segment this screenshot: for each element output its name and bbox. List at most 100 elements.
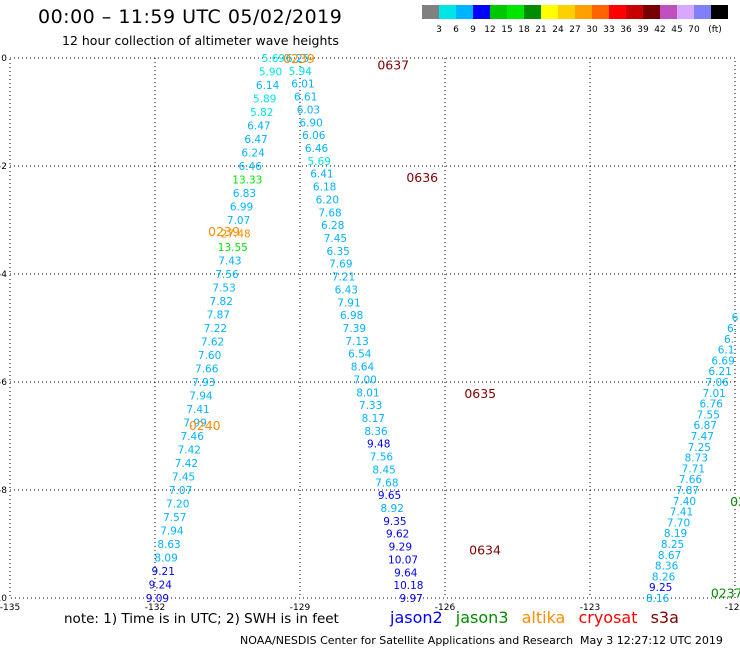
swh-value: 8.73 — [685, 453, 708, 465]
swh-value: 5.94 — [289, 66, 313, 78]
colorbar-label: 30 — [586, 25, 598, 35]
lat-tick-label: -2 — [0, 162, 7, 172]
lon-tick-label: -135 — [0, 603, 20, 613]
lat-tick-label: -8 — [0, 486, 7, 496]
colorbar-swatch — [507, 5, 524, 19]
swh-value: 9.48 — [367, 439, 390, 451]
legend-cryosat: cryosat — [578, 608, 638, 627]
swh-value: 9.09 — [146, 593, 169, 605]
swh-value: 6.28 — [321, 220, 344, 232]
lat-tick-label: -6 — [0, 378, 7, 388]
swh-value: 9.65 — [378, 490, 401, 502]
swh-value: 5.89 — [253, 94, 276, 106]
swh-value: 8.92 — [381, 503, 404, 515]
swh-value: 9.62 — [386, 529, 409, 541]
generated-timestamp: May 3 12:27:12 UTC 2019 — [580, 634, 723, 647]
swh-value: 5.69 — [262, 53, 285, 65]
satellite-legend: jason2 jason3 altika cryosat s3a — [390, 608, 687, 627]
legend-jason3: jason3 — [455, 608, 509, 627]
swh-value: 6.61 — [294, 92, 317, 104]
swh-value: 7.87 — [676, 485, 699, 497]
lon-tick-label: -129 — [290, 603, 311, 613]
colorbar-swatch — [524, 5, 541, 19]
swh-value: 6.46 — [305, 143, 329, 155]
colorbar-label: 36 — [620, 25, 632, 35]
colorbar-label: 15 — [501, 25, 512, 35]
swh-value: 7.01 — [702, 388, 725, 400]
colorbar-swatch — [490, 5, 507, 19]
swh-value: 8.36 — [655, 561, 679, 573]
colorbar-label: 21 — [535, 25, 546, 35]
swh-value: 6.18 — [313, 182, 336, 194]
swh-value: 9.24 — [149, 580, 173, 592]
swh-value: 7.62 — [201, 337, 224, 349]
swh-value: 6.83 — [233, 188, 256, 200]
swh-value: 7.13 — [345, 336, 368, 348]
lon-tick-label: -123 — [580, 603, 600, 613]
swh-value: 6. — [724, 334, 734, 346]
swh-value: 8.17 — [362, 413, 385, 425]
colorbar-swatch — [677, 5, 694, 19]
lon-tick-label: -120 — [725, 603, 740, 613]
swh-value: 6.47 — [247, 121, 270, 133]
colorbar-swatch — [609, 5, 626, 19]
colorbar-label: 45 — [671, 25, 682, 35]
pass-number-label: 0637 — [377, 57, 409, 72]
swh-value: 6.90 — [299, 117, 322, 129]
swh-value: 7.94 — [160, 526, 184, 538]
colorbar-label: 9 — [470, 25, 476, 35]
colorbar-label: 70 — [688, 25, 700, 35]
swh-value: 6.54 — [348, 349, 372, 361]
swh-value: 5.69 — [308, 156, 331, 168]
swh-value: 7.91 — [337, 297, 360, 309]
colorbar-swatch — [473, 5, 490, 19]
swh-value: 9.35 — [383, 516, 406, 528]
swh-value: 9.64 — [394, 567, 418, 579]
swh-value: 6.20 — [316, 194, 339, 206]
swh-value: 7.41 — [670, 507, 693, 519]
colorbar-swatch — [660, 5, 677, 19]
colorbar-swatch — [541, 5, 558, 19]
swh-value: 8.09 — [154, 553, 177, 565]
colorbar-label: 27 — [569, 25, 580, 35]
swh-colorbar: 3 6 9 12 15 18 21 24 27 30 33 36 39 42 45 70 (ft) — [422, 5, 728, 35]
swh-value: 10.07 — [388, 554, 418, 566]
swh-value: 9.97 — [399, 593, 422, 605]
swh-value: 7.45 — [172, 472, 195, 484]
swh-value: 7.53 — [212, 283, 235, 295]
lon-tick-label: -132 — [145, 603, 165, 613]
swh-value: 7.68 — [318, 207, 341, 219]
swh-value: 7.42 — [175, 458, 198, 470]
swh-value: 7.82 — [210, 296, 233, 308]
swh-value: 8.25 — [661, 539, 684, 551]
swh-value: 8.45 — [372, 464, 395, 476]
colorbar-swatch — [558, 5, 575, 19]
swh-value: 6.69 — [711, 355, 734, 367]
page-title: 00:00 – 11:59 UTC 05/02/2019 — [38, 6, 343, 28]
colorbar-swatch — [626, 5, 643, 19]
credit-line: NOAA/NESDIS Center for Satellite Applica… — [240, 634, 574, 647]
swh-value: 10.18 — [393, 580, 423, 592]
swh-value: 7.70 — [667, 517, 690, 529]
colorbar-swatch — [694, 5, 711, 19]
pass-number-label: 0238 — [730, 494, 740, 509]
lon-tick-label: -126 — [435, 603, 456, 613]
swh-value: 7.56 — [215, 269, 239, 281]
swh-value: 7.66 — [195, 364, 219, 376]
swh-value: 6.01 — [291, 79, 314, 91]
swh-value: 6.06 — [302, 130, 326, 142]
swh-value: 13.33 — [232, 175, 262, 187]
colorbar-label: 18 — [518, 25, 530, 35]
swh-value: 7.60 — [198, 350, 221, 362]
pass-number-label: 0237 — [711, 586, 740, 601]
colorbar-label: 33 — [603, 25, 614, 35]
swh-value: 8.26 — [652, 571, 676, 583]
swh-value: 6.25 — [286, 53, 309, 65]
swh-value: 6.35 — [326, 246, 349, 258]
swh-value: 7.47 — [691, 431, 714, 443]
swh-value: 6.87 — [694, 420, 717, 432]
legend-jason2: jason2 — [390, 608, 443, 627]
swh-value: 7.06 — [705, 377, 729, 389]
swh-value: 9.21 — [152, 566, 175, 578]
